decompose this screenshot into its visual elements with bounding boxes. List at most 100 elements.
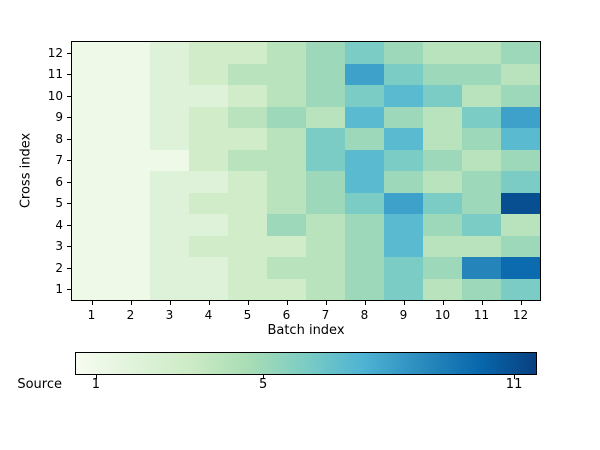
heatmap-cell: [72, 63, 111, 85]
heatmap-cell: [267, 192, 306, 214]
heatmap-cell: [189, 106, 228, 128]
x-tick-mark: [325, 301, 327, 305]
heatmap-cell: [384, 42, 423, 64]
heatmap-cell: [228, 235, 267, 257]
x-tick-label: 7: [321, 308, 330, 322]
heatmap-cell: [345, 85, 384, 107]
heatmap-cell: [306, 128, 345, 150]
heatmap-cell: [189, 149, 228, 171]
x-tick-mark: [520, 301, 522, 305]
heatmap-cell: [228, 214, 267, 236]
heatmap-cell: [501, 128, 540, 150]
heatmap-cell: [111, 128, 150, 150]
heatmap-cell: [462, 149, 501, 171]
heatmap-cell: [384, 235, 423, 257]
heatmap-cell: [462, 63, 501, 85]
heatmap-cell: [345, 171, 384, 193]
x-tick-mark: [169, 301, 171, 305]
heatmap-cell: [306, 85, 345, 107]
colorbar-tick-label: 5: [259, 377, 268, 392]
heatmap-cell: [306, 171, 345, 193]
heatmap-cell: [72, 214, 111, 236]
colorbar-tick-mark: [514, 375, 516, 379]
heatmap-cell: [111, 257, 150, 279]
x-tick-label: 6: [282, 308, 291, 322]
heatmap-cell: [462, 278, 501, 300]
x-tick-label: 9: [399, 308, 408, 322]
heatmap-cell: [384, 192, 423, 214]
heatmap-cell: [423, 42, 462, 64]
heatmap-cell: [306, 63, 345, 85]
heatmap-cell: [345, 235, 384, 257]
heatmap-cell: [150, 85, 189, 107]
heatmap-cell: [111, 85, 150, 107]
x-tick-label: 5: [243, 308, 252, 322]
heatmap-cell: [306, 42, 345, 64]
heatmap-cell: [462, 85, 501, 107]
heatmap-cell: [150, 149, 189, 171]
heatmap-cell: [228, 278, 267, 300]
heatmap-cell: [189, 235, 228, 257]
x-tick-mark: [442, 301, 444, 305]
heatmap-cell: [345, 214, 384, 236]
x-tick-mark: [208, 301, 210, 305]
heatmap-cell: [423, 278, 462, 300]
heatmap-cell: [228, 149, 267, 171]
heatmap-cell: [384, 128, 423, 150]
heatmap-cell: [150, 214, 189, 236]
heatmap-cell: [189, 85, 228, 107]
heatmap-cell: [423, 106, 462, 128]
heatmap-cell: [228, 128, 267, 150]
heatmap-cell: [423, 214, 462, 236]
heatmap-cell: [501, 149, 540, 171]
heatmap-cell: [150, 42, 189, 64]
heatmap-cell: [72, 85, 111, 107]
x-tick-label: 12: [512, 308, 529, 322]
heatmap-cell: [150, 63, 189, 85]
heatmap-cell: [111, 171, 150, 193]
heatmap-cell: [501, 235, 540, 257]
heatmap-cell: [423, 149, 462, 171]
heatmap-cell: [267, 63, 306, 85]
heatmap-cell: [345, 106, 384, 128]
x-tick-label: 1: [87, 308, 96, 322]
heatmap-cell: [423, 257, 462, 279]
heatmap-cell: [150, 257, 189, 279]
plot-area: [71, 41, 541, 301]
heatmap-cell: [462, 214, 501, 236]
colorbar-label: Source: [17, 377, 62, 392]
heatmap-cell: [462, 171, 501, 193]
x-tick-mark: [130, 301, 132, 305]
heatmap-cell: [228, 192, 267, 214]
heatmap-cell: [189, 214, 228, 236]
y-tick-mark: [67, 117, 71, 119]
colorbar-tick-label: 11: [505, 377, 523, 392]
heatmap-cell: [384, 63, 423, 85]
heatmap-cell: [462, 128, 501, 150]
heatmap-cell: [267, 278, 306, 300]
heatmap-cell: [306, 278, 345, 300]
heatmap-cell: [267, 42, 306, 64]
heatmap-cell: [423, 63, 462, 85]
x-tick-label: 11: [473, 308, 490, 322]
colorbar-tick-mark: [95, 375, 97, 379]
y-tick-label: 1: [55, 282, 63, 297]
y-tick-label: 11: [47, 67, 63, 82]
heatmap-grid: [72, 42, 540, 300]
x-tick-mark: [481, 301, 483, 305]
heatmap-cell: [111, 278, 150, 300]
heatmap-cell: [423, 235, 462, 257]
x-tick-label: 2: [126, 308, 135, 322]
x-tick-label: 3: [165, 308, 174, 322]
heatmap-cell: [501, 106, 540, 128]
heatmap-cell: [384, 171, 423, 193]
y-tick-label: 5: [55, 196, 63, 211]
y-tick-mark: [67, 74, 71, 76]
y-tick-mark: [67, 181, 71, 183]
heatmap-cell: [189, 171, 228, 193]
heatmap-cell: [72, 128, 111, 150]
x-tick-mark: [403, 301, 405, 305]
heatmap-cell: [111, 63, 150, 85]
heatmap-cell: [150, 128, 189, 150]
heatmap-cell: [267, 106, 306, 128]
